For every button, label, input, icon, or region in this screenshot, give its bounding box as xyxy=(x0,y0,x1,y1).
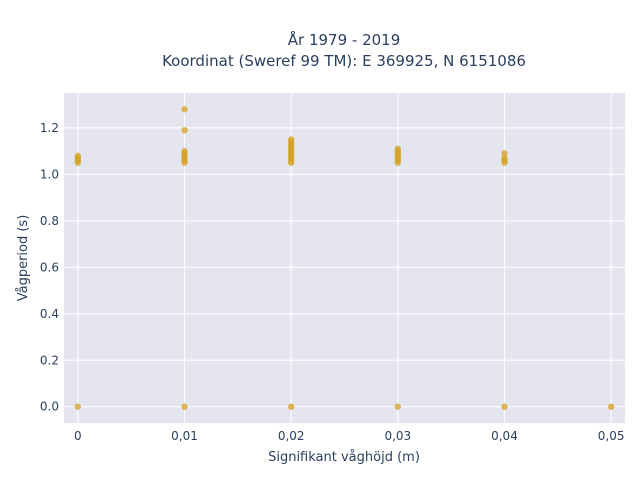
y-tick-label: 0.0 xyxy=(40,400,59,414)
plot-area xyxy=(64,93,625,423)
data-point xyxy=(394,403,402,410)
data-point xyxy=(181,147,188,155)
y-tick-label: 0.4 xyxy=(40,307,59,321)
y-tick-labels: 0.0 0.2 0.4 0.6 0.8 1.0 1.2 xyxy=(40,121,59,414)
y-gridlines xyxy=(64,127,625,408)
data-point xyxy=(501,150,508,157)
data-point xyxy=(181,126,188,134)
y-tick-label: 0.2 xyxy=(40,353,59,367)
x-axis-title: Signifikant våghöjd (m) xyxy=(268,450,420,465)
x-tick-label: 0,02 xyxy=(278,429,305,443)
data-point xyxy=(287,136,295,143)
data-point xyxy=(287,403,295,410)
scatter-points xyxy=(74,106,615,410)
data-point xyxy=(181,106,188,113)
y-tick-label: 1.0 xyxy=(40,167,59,181)
data-point xyxy=(394,145,402,152)
x-tick-label: 0,04 xyxy=(491,429,518,443)
data-point xyxy=(74,152,82,159)
data-point xyxy=(501,403,508,410)
data-point xyxy=(607,403,615,410)
data-point xyxy=(501,154,508,162)
y-tick-label: 1.2 xyxy=(40,121,59,135)
chart-title: År 1979 - 2019 xyxy=(288,30,401,49)
x-tick-label: 0,03 xyxy=(384,429,411,443)
y-tick-label: 0.8 xyxy=(40,214,59,228)
chart-subtitle: Koordinat (Sweref 99 TM): E 369925, N 61… xyxy=(162,52,526,70)
x-tick-labels: 0 0,01 0,02 0,03 0,04 0,05 xyxy=(74,429,624,443)
y-axis-title: Vågperiod (s) xyxy=(16,215,31,302)
x-tick-label: 0,01 xyxy=(171,429,198,443)
data-point xyxy=(74,403,82,410)
x-tick-label: 0,05 xyxy=(598,429,625,443)
y-tick-label: 0.6 xyxy=(40,260,59,274)
data-point xyxy=(181,403,188,410)
x-tick-label: 0 xyxy=(74,429,82,443)
